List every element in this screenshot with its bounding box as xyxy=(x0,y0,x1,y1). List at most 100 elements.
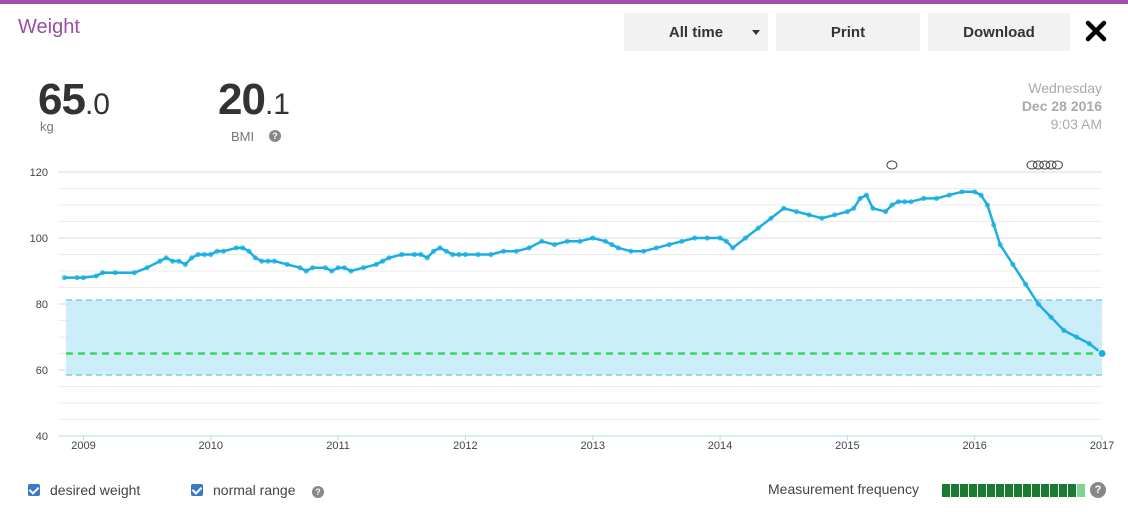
comment-marker-icon xyxy=(1045,160,1057,170)
weight-data-point xyxy=(246,248,252,254)
x-tick-label: 2013 xyxy=(580,440,604,452)
weight-data-point xyxy=(921,195,927,201)
frequency-help-icon[interactable]: ? xyxy=(1090,482,1106,498)
weight-data-point xyxy=(501,248,507,254)
weight-data-point xyxy=(933,195,940,201)
weight-data-point xyxy=(329,268,335,274)
weight-data-point xyxy=(870,205,876,211)
frequency-bar xyxy=(942,484,950,497)
weight-data-point xyxy=(851,205,857,211)
weight-data-point xyxy=(1073,334,1080,340)
weight-data-point xyxy=(93,273,99,279)
time-range-dropdown[interactable]: All time xyxy=(624,13,768,51)
x-tick-label: 2014 xyxy=(708,440,732,452)
weight-data-point xyxy=(74,275,80,281)
weight-data-point xyxy=(456,251,462,258)
weight-data-point xyxy=(112,270,118,276)
weight-data-point xyxy=(271,258,278,264)
weight-data-point xyxy=(577,238,583,244)
weight-data-point xyxy=(704,235,710,241)
frequency-bar xyxy=(969,484,977,497)
weight-data-point xyxy=(80,275,87,281)
current-weight-integer: 65 xyxy=(38,75,86,124)
frequency-bar xyxy=(1014,484,1022,497)
weight-data-point xyxy=(997,242,1003,248)
bmi-label: BMI xyxy=(231,129,255,144)
x-tick-label: 2009 xyxy=(71,440,95,452)
desired-weight-toggle[interactable]: desired weight xyxy=(28,482,140,498)
weight-data-point xyxy=(220,248,227,254)
weight-data-point xyxy=(208,251,214,258)
weight-data-point xyxy=(717,235,723,241)
measurement-frequency-label: Measurement frequency xyxy=(768,481,919,497)
weight-data-point xyxy=(443,248,449,254)
weight-data-point xyxy=(488,251,494,258)
weight-data-point xyxy=(437,245,443,251)
frequency-bar xyxy=(1059,484,1067,497)
weight-unit: kg xyxy=(40,119,54,134)
weight-data-point xyxy=(723,238,730,244)
frequency-bar xyxy=(951,484,959,497)
weight-data-point xyxy=(628,248,634,254)
weight-data-point xyxy=(259,258,265,264)
weight-data-point xyxy=(832,212,838,218)
y-tick-label: 60 xyxy=(36,365,48,377)
weight-data-point xyxy=(882,209,889,215)
y-tick-label: 40 xyxy=(36,431,48,443)
weight-data-point xyxy=(418,251,424,258)
weight-data-point xyxy=(144,265,150,271)
weight-data-point xyxy=(322,265,328,271)
frequency-bar xyxy=(1041,484,1049,497)
desired-weight-checkbox[interactable] xyxy=(28,484,40,496)
weight-data-point xyxy=(609,242,615,248)
weight-data-point xyxy=(99,270,106,276)
normal-range-toggle[interactable]: normal range xyxy=(191,482,296,498)
weight-data-point xyxy=(908,199,914,205)
weight-data-point xyxy=(755,225,761,231)
weight-data-point xyxy=(386,255,392,261)
measurement-time: 9:03 AM xyxy=(1050,116,1102,132)
weight-data-point xyxy=(240,245,246,251)
latest-data-point xyxy=(1097,349,1107,358)
x-tick-label: 2016 xyxy=(962,440,986,452)
weight-data-point xyxy=(380,258,386,264)
brand-top-bar xyxy=(0,0,1128,4)
frequency-bar xyxy=(996,484,1004,497)
weight-data-point xyxy=(1010,261,1016,267)
close-icon[interactable] xyxy=(1083,18,1109,44)
weight-data-point xyxy=(399,251,405,258)
normal-range-help-icon[interactable]: ? xyxy=(312,486,324,498)
weight-data-point xyxy=(462,251,469,258)
weight-data-point xyxy=(163,255,169,261)
comment-marker-icon xyxy=(886,160,898,170)
weight-data-point xyxy=(341,265,348,271)
y-tick-label: 80 xyxy=(36,299,48,311)
print-button[interactable]: Print xyxy=(776,13,920,51)
bmi-help-icon[interactable]: ? xyxy=(269,130,281,142)
weight-data-point xyxy=(768,215,774,221)
weight-data-point xyxy=(201,251,208,258)
weight-data-point xyxy=(666,242,672,248)
weight-data-point xyxy=(233,245,239,251)
weight-data-point xyxy=(602,238,609,244)
weight-data-point xyxy=(991,222,997,228)
normal-range-checkbox[interactable] xyxy=(191,484,203,496)
weight-data-point xyxy=(1035,301,1041,307)
weight-data-point xyxy=(857,195,863,201)
weight-data-point xyxy=(424,255,430,261)
weight-data-point xyxy=(189,255,195,261)
weight-chart[interactable]: 40 60 80 100 120 2009 2010 2011 2012 2013 2014 2015… xyxy=(0,150,1128,460)
weight-data-point xyxy=(959,189,965,195)
download-button[interactable]: Download xyxy=(928,13,1070,51)
weight-data-point xyxy=(889,202,895,208)
weight-data-point xyxy=(539,238,545,244)
weight-data-point xyxy=(411,251,418,258)
measurement-date: Wednesday Dec 28 2016 9:03 AM xyxy=(1022,79,1102,133)
weight-data-point xyxy=(551,242,558,248)
weight-data-point xyxy=(61,275,67,281)
weight-data-point xyxy=(793,209,800,215)
weight-data-point xyxy=(972,189,978,195)
current-bmi-fraction: .1 xyxy=(264,88,290,121)
weight-data-point xyxy=(265,258,271,264)
comment-marker-icon xyxy=(1039,160,1051,170)
